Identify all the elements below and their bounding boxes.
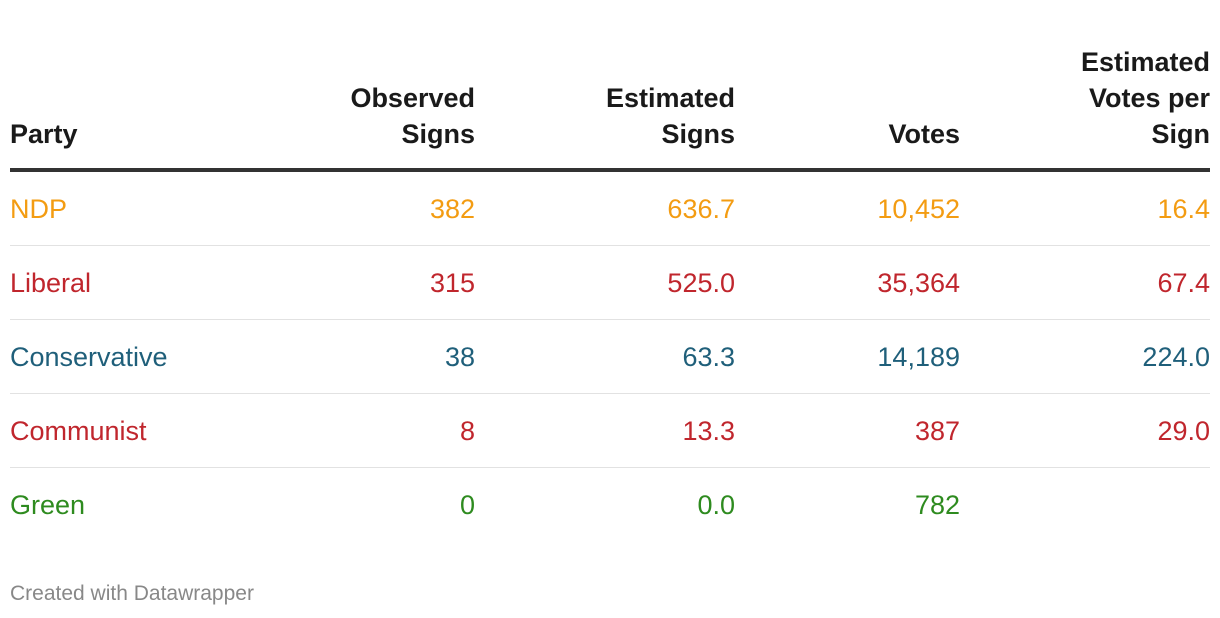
- cell-observed-signs: 315: [240, 245, 475, 320]
- header-observed-signs[interactable]: Observed Signs: [240, 44, 475, 172]
- header-estimated-signs[interactable]: Estimated Signs: [475, 44, 735, 172]
- cell-party: Conservative: [10, 319, 240, 394]
- header-votes[interactable]: Votes: [735, 44, 960, 172]
- cell-observed-signs: 38: [240, 319, 475, 394]
- cell-party: Liberal: [10, 245, 240, 320]
- cell-votes: 387: [735, 393, 960, 468]
- data-table: Party Observed Signs Estimated Signs Votes…: [10, 44, 1210, 541]
- cell-estimated-signs: 0.0: [697, 489, 735, 520]
- cell-party: Green: [10, 489, 86, 520]
- cell-votes-per-sign: 16.4: [960, 170, 1210, 246]
- header-row: Party Observed Signs Estimated Signs Votes…: [10, 44, 1210, 172]
- table-row: Liberal 315 525.0 35,364 67.4: [10, 245, 1210, 320]
- cell-estimated-signs: 636.7: [475, 170, 735, 246]
- data-table-container: Party Observed Signs Estimated Signs Votes…: [10, 44, 1210, 541]
- cell-estimated-signs: 13.3: [475, 393, 735, 468]
- cell-party: Communist: [10, 393, 240, 468]
- cell-votes: 782: [914, 489, 960, 520]
- cell-estimated-signs: 63.3: [475, 319, 735, 394]
- table-row: Communist 8 13.3 387 29.0: [10, 393, 1210, 468]
- cell-observed-signs: 0: [459, 489, 475, 520]
- datawrapper-credit[interactable]: Created with Datawrapper: [10, 582, 254, 605]
- cell-votes-per-sign: 224.0: [960, 319, 1210, 394]
- table-row: NDP 382 636.7 10,452 16.4: [10, 170, 1210, 246]
- cell-votes: 14,189: [735, 319, 960, 394]
- header-party[interactable]: Party: [10, 44, 240, 172]
- cell-observed-signs: 382: [240, 170, 475, 246]
- table-body: NDP 382 636.7 10,452 16.4 Liberal 315 52…: [10, 170, 1210, 541]
- cell-votes-per-sign: [960, 468, 1210, 542]
- table-row: Green 0 0.0 782: [10, 468, 1210, 542]
- cell-votes-per-sign: 67.4: [960, 245, 1210, 320]
- header-votes-per-sign[interactable]: Estimated Votes per Sign: [960, 44, 1210, 172]
- cell-party: NDP: [10, 170, 240, 246]
- cell-votes: 35,364: [735, 245, 960, 320]
- cell-votes-per-sign: 29.0: [960, 393, 1210, 468]
- cell-votes: 10,452: [735, 170, 960, 246]
- table-row: Conservative 38 63.3 14,189 224.0: [10, 319, 1210, 394]
- cell-estimated-signs: 525.0: [475, 245, 735, 320]
- cell-observed-signs: 8: [240, 393, 475, 468]
